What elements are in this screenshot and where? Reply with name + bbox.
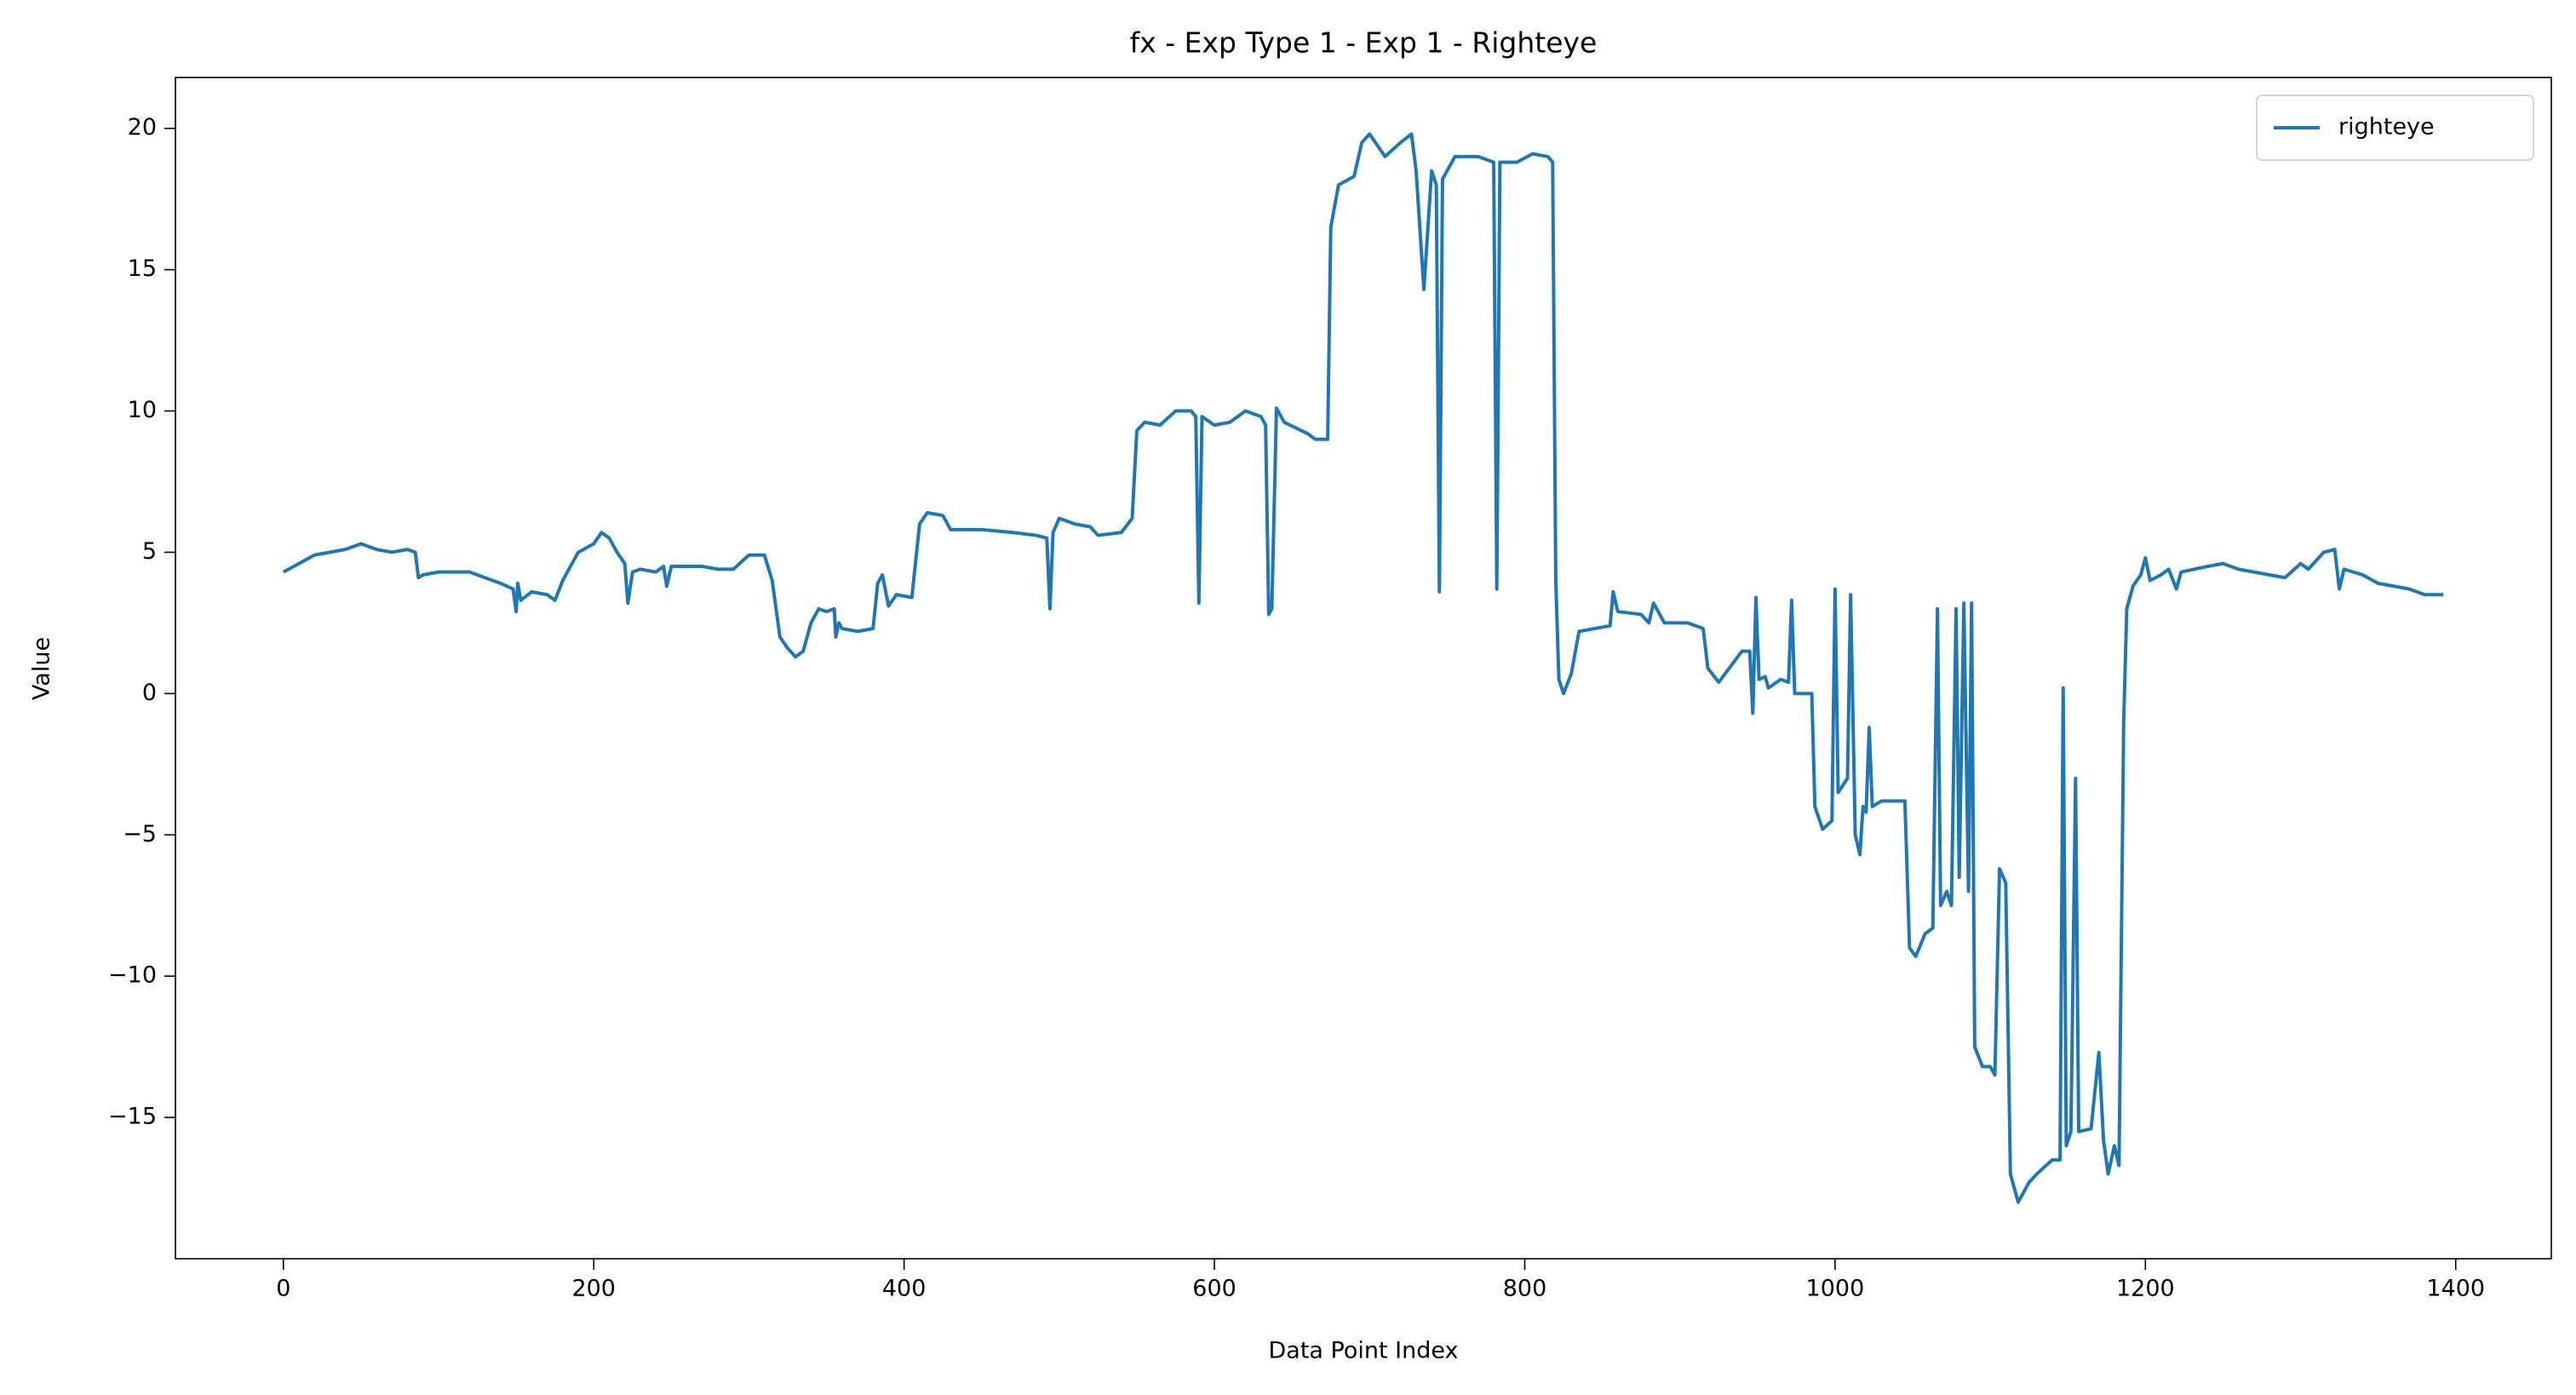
y-tick-label: 15 (128, 255, 157, 282)
legend-label: righteye (2338, 114, 2435, 141)
x-tick-label: 1200 (2116, 1276, 2175, 1302)
x-axis-label: Data Point Index (1268, 1338, 1458, 1364)
x-tick-label: 400 (882, 1276, 927, 1302)
y-axis-label: Value (29, 637, 55, 700)
legend-box (2256, 95, 2534, 161)
line-series (282, 132, 2444, 1204)
y-tick-label: 20 (128, 114, 157, 141)
y-tick-label: −5 (123, 821, 157, 847)
x-tick-label: 0 (276, 1276, 290, 1302)
chart-title: fx - Exp Type 1 - Exp 1 - Righteye (1130, 26, 1598, 60)
x-tick-label: 1400 (2426, 1276, 2485, 1302)
y-tick-label: 0 (142, 680, 157, 706)
x-tick-label: 200 (571, 1276, 616, 1302)
plot-frame (175, 77, 2552, 1260)
y-tick-label: −15 (108, 1104, 157, 1130)
x-tick-label: 1000 (1806, 1276, 1865, 1302)
y-tick-label: 5 (142, 538, 157, 565)
y-tick-label: −10 (108, 962, 157, 989)
x-tick-label: 800 (1503, 1276, 1547, 1302)
x-tick-label: 600 (1192, 1276, 1236, 1302)
y-tick-label: 10 (128, 397, 157, 423)
